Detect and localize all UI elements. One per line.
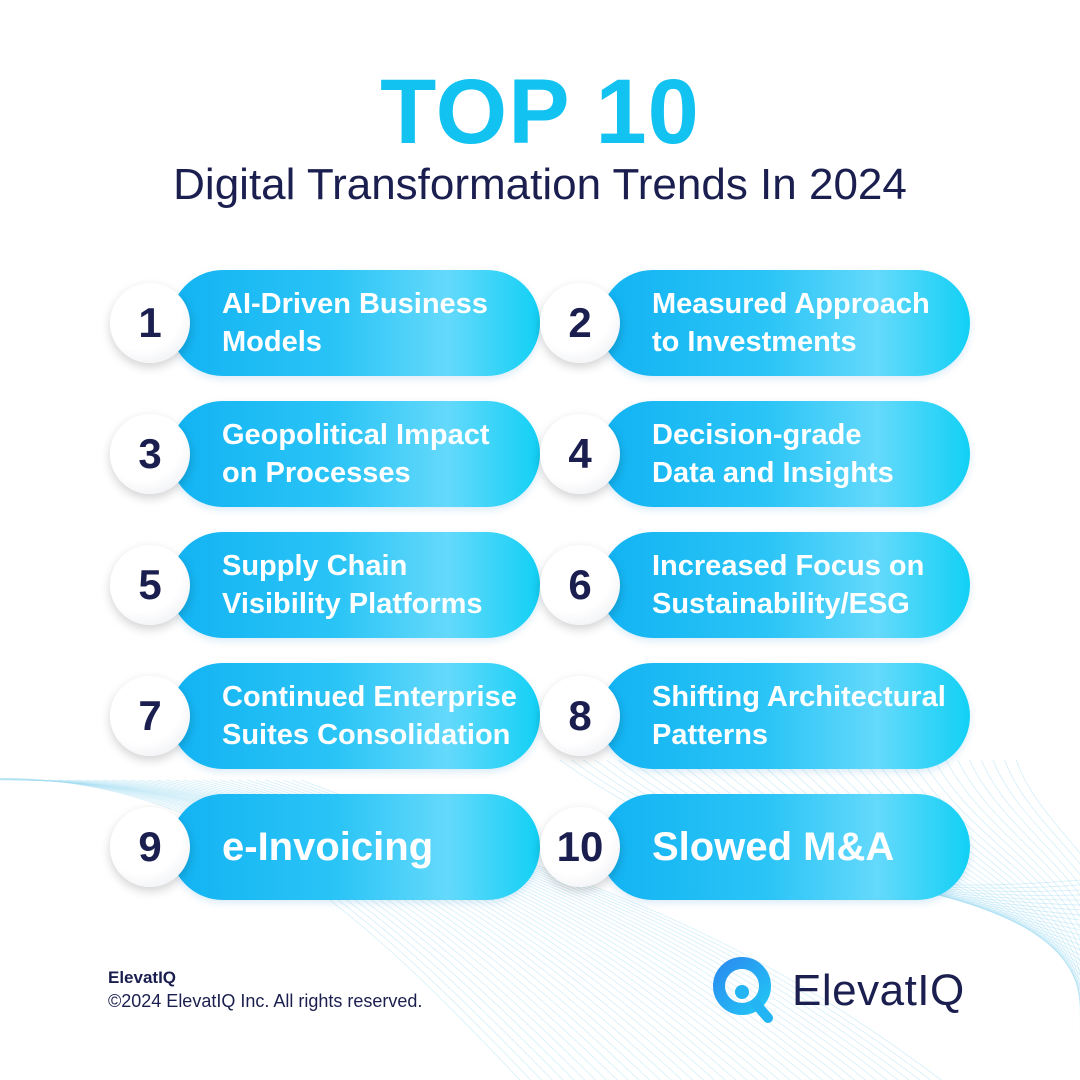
page-title: TOP 10 <box>380 61 700 163</box>
q-logo-icon <box>713 957 773 1023</box>
wave-line <box>934 759 1080 1040</box>
trend-item: 9 e-Invoicing <box>110 794 540 900</box>
trend-number: 3 <box>110 414 190 494</box>
trend-number: 7 <box>110 676 190 756</box>
trend-item: 10 Slowed M&A <box>540 794 970 900</box>
wave-line <box>980 759 1080 1060</box>
wave-line <box>1004 759 1080 1070</box>
trend-label: Geopolitical Impact on Processes <box>222 419 490 489</box>
trend-pill <box>170 532 540 638</box>
trend-item: 3 Geopolitical Impact on Processes <box>110 401 540 507</box>
trend-number: 6 <box>540 545 620 625</box>
trend-number: 4 <box>540 414 620 494</box>
trend-label: e-Invoicing <box>222 825 434 869</box>
footer-brand: ElevatIQ <box>108 968 177 987</box>
trend-item: 4 Decision-grade Data and Insights <box>540 401 970 507</box>
trend-pill <box>600 401 970 507</box>
trend-label: Increased Focus on Sustainability/ESG <box>652 550 925 620</box>
trend-label: Measured Approach to Investments <box>652 288 930 358</box>
trend-item: 8 Shifting Architectural Patterns <box>540 663 970 769</box>
trend-item: 5 Supply Chain Visibility Platforms <box>110 532 540 638</box>
trend-pill <box>600 794 970 900</box>
trend-label: Decision-grade Data and Insights <box>652 419 894 489</box>
trend-pill <box>600 532 970 638</box>
wave-line <box>957 759 1080 1050</box>
trend-label: Shifting Architectural Patterns <box>652 681 946 751</box>
trend-pill <box>170 401 540 507</box>
trend-number: 10 <box>540 807 620 887</box>
trend-label: Continued Enterprise Suites Consolidatio… <box>222 681 517 751</box>
trend-pill <box>170 270 540 376</box>
trend-number: 1 <box>110 283 190 363</box>
wave-line <box>1015 759 1080 1075</box>
trend-pill <box>600 663 970 769</box>
logo-text: ElevatIQ <box>792 966 965 1015</box>
wave-line <box>910 759 1080 1030</box>
trend-item: 1 AI-Driven Business Models <box>110 270 540 376</box>
trend-item: 2 Measured Approach to Investments <box>540 270 970 376</box>
wave-line <box>922 759 1080 1035</box>
trend-number: 5 <box>110 545 190 625</box>
wave-line <box>969 759 1080 1055</box>
page-subtitle: Digital Transformation Trends In 2024 <box>173 160 907 209</box>
trend-number: 9 <box>110 807 190 887</box>
footer-copyright: ©2024 ElevatIQ Inc. All rights reserved. <box>108 991 423 1011</box>
elevatiq-logo: ElevatIQ <box>712 956 965 1026</box>
trend-pill <box>170 663 540 769</box>
trend-label: Supply Chain Visibility Platforms <box>222 550 483 620</box>
trend-item: 6 Increased Focus on Sustainability/ESG <box>540 532 970 638</box>
trend-item: 7 Continued Enterprise Suites Consolidat… <box>110 663 540 769</box>
trend-label: AI-Driven Business Models <box>222 288 488 358</box>
trend-number: 2 <box>540 283 620 363</box>
trend-number: 8 <box>540 676 620 756</box>
trend-pill <box>170 794 540 900</box>
trend-label: Slowed M&A <box>652 825 895 869</box>
wave-line <box>945 759 1080 1045</box>
trend-pill <box>600 270 970 376</box>
wave-line <box>992 759 1080 1065</box>
